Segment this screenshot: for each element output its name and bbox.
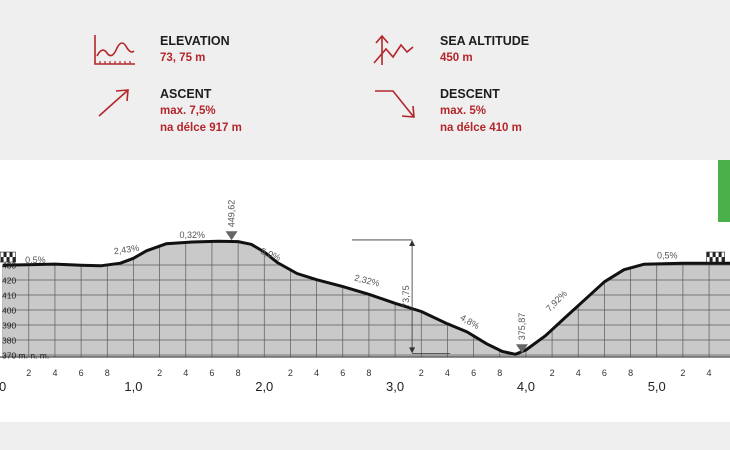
grade-label: 2,32% [353,273,380,289]
flag-square [9,252,13,258]
x-minor-tick-label: 4 [707,368,712,378]
stats-panel: ELEVATION 73, 75 m SEA ALTITUDE 450 m AS… [0,0,730,160]
x-minor-tick-label: 8 [628,368,633,378]
flag-square [0,257,4,263]
y-tick-label: 410 [2,291,16,301]
sea-altitude-label: SEA ALTITUDE [440,34,530,48]
x-major-tick-label: 2,0 [255,379,273,394]
finish-flag-icon [706,251,725,263]
grade-label: 0,32% [180,230,206,240]
x-minor-tick-label: 2 [26,368,31,378]
x-minor-tick-label: 6 [209,368,214,378]
x-minor-tick-label: 8 [236,368,241,378]
flag-square [0,252,1,258]
flag-square [712,252,716,258]
y-tick-label: 430 [2,261,16,271]
flag-square [709,257,713,263]
side-tab[interactable] [718,160,730,222]
x-minor-tick-label: 6 [79,368,84,378]
descent-label: DESCENT [440,87,500,101]
sea-altitude-value: 450 m [440,52,473,64]
flag-square [12,257,16,263]
flag-square [6,257,10,263]
ascent-value: max. 7,5% [160,105,216,117]
grade-label: 7,92% [544,288,569,313]
grade-label: 0,5% [25,255,46,265]
min-marker-label: 375,87 [517,313,527,341]
x-major-tick-label: 0 [0,379,6,394]
x-minor-tick-label: 4 [52,368,57,378]
grade-label: 2,43% [113,243,140,256]
x-minor-tick-label: 4 [314,368,319,378]
x-minor-tick-label: 6 [602,368,607,378]
bottom-band [0,422,730,450]
descent-length: na délce 410 m [440,122,522,134]
x-minor-tick-label: 4 [183,368,188,378]
x-minor-tick-label: 8 [497,368,502,378]
x-major-tick-label: 4,0 [517,379,535,394]
x-minor-tick-label: 6 [471,368,476,378]
x-minor-tick-label: 4 [445,368,450,378]
dimension-arrow-up [409,239,416,246]
dimension-label: 73,75 [401,285,411,308]
elevation-profile-svg: 430 420 410 400 390 380 370 m. n. m. 0 1,0 2,0 3,0… [0,200,730,394]
min-marker [515,344,528,354]
flag-square [721,257,725,263]
x-minor-tick-label: 6 [340,368,345,378]
ascent-arrow-icon [98,89,129,117]
elevation-label: ELEVATION [160,34,230,48]
dimension-arrow-down [409,347,416,354]
x-major-tick-label: 5,0 [648,379,666,394]
x-minor-tick-label: 2 [419,368,424,378]
profile-area [2,241,730,357]
profile-line [2,239,730,356]
y-tick-label: 420 [2,276,16,286]
altitude-arrow-icon [373,34,414,65]
start-flag-icon [0,251,16,263]
x-minor-tick-label: 2 [157,368,162,378]
x-minor-tick-label: 4 [576,368,581,378]
x-major-tick-label: 1,0 [124,379,142,394]
y-tick-label: 370 m. n. m. [2,351,49,361]
y-tick-label: 390 [2,321,16,331]
flag-square [715,257,719,263]
x-minor-tick-label: 2 [288,368,293,378]
y-tick-label: 400 [2,306,16,316]
grade-label: 0,5% [657,250,678,260]
ascent-length: na délce 917 m [160,122,242,134]
flag-square [706,252,710,258]
x-major-tick-label: 3,0 [386,379,404,394]
flag-square [718,252,722,258]
elevation-chart: 430 420 410 400 390 380 370 m. n. m. 0 1,0 2,0 3,0… [0,160,730,422]
elevation-profile-icon [94,35,135,65]
x-minor-tick-label: 8 [366,368,371,378]
descent-arrow-icon [375,90,415,118]
elevation-value: 73, 75 m [160,52,206,64]
max-marker [225,231,238,241]
x-minor-tick-label: 2 [680,368,685,378]
flag-square [3,252,7,258]
x-minor-tick-label: 8 [105,368,110,378]
descent-value: max. 5% [440,105,487,117]
x-minor-tick-label: 2 [550,368,555,378]
y-tick-label: 380 [2,336,16,346]
ascent-label: ASCENT [160,87,212,101]
max-marker-label: 449,62 [227,200,237,228]
